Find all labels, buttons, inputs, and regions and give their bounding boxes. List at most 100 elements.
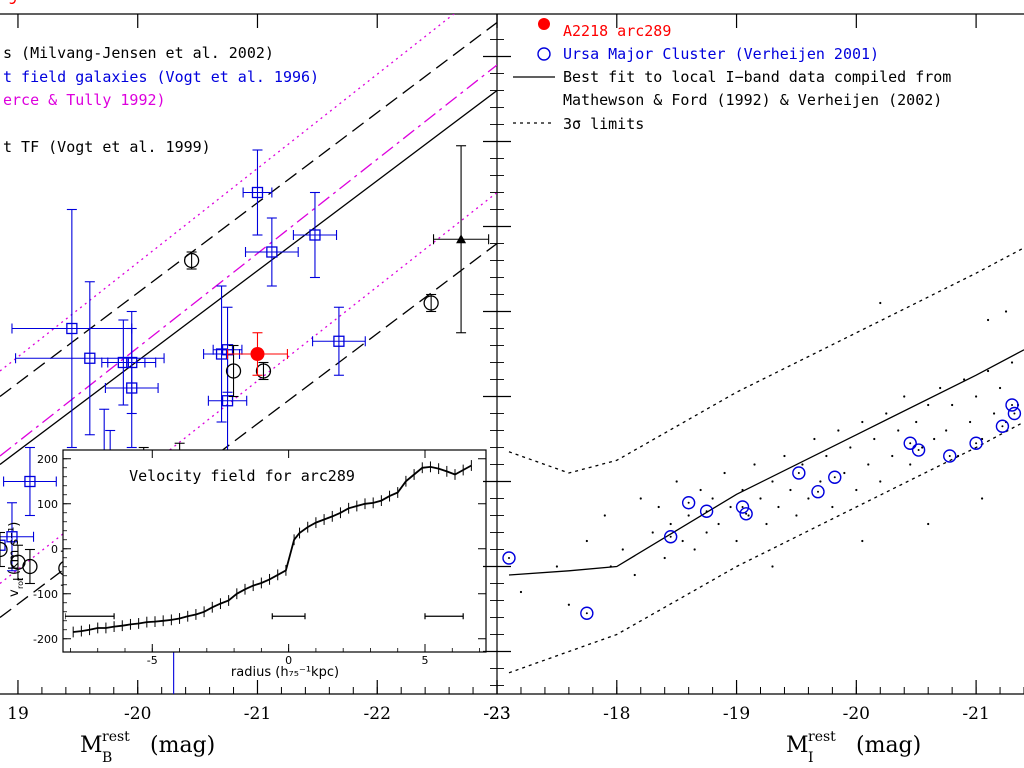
right-data-dot <box>603 514 606 517</box>
right-line-fit <box>508 349 1024 576</box>
right-legend: A2218 arc289 Ursa Major Cluster (Verheij… <box>513 18 951 133</box>
right-xtick-label: -23 <box>483 704 510 724</box>
right-data-dot <box>879 480 882 483</box>
right-ursa-center <box>917 449 920 452</box>
right-data-dot <box>681 539 684 543</box>
left-point-s1-2 <box>22 548 38 585</box>
right-ursa-center <box>1001 425 1004 428</box>
left-marker-square <box>126 382 138 394</box>
right-data-dot <box>831 505 834 509</box>
right-ursa-center <box>745 512 748 515</box>
right-ursa-circle <box>699 504 714 518</box>
right-data-dot <box>699 488 702 492</box>
right-data-dot <box>753 463 756 466</box>
right-ursa-circle <box>911 443 926 457</box>
left-xlabel-main: M <box>80 733 103 758</box>
right-data-dot <box>675 480 678 483</box>
right-data-dot <box>711 497 714 500</box>
left-panel-ticks: 19 -20 -21 -22 -23 <box>7 14 511 724</box>
right-data-dot <box>1010 361 1014 364</box>
right-data-dot <box>855 488 858 492</box>
left-legend: 9 s (Milvang-Jensen et al. 2002) t field… <box>3 0 319 156</box>
right-data-dot <box>873 437 876 441</box>
left-point-s0-16 <box>292 191 338 279</box>
right-panel-lines <box>508 247 1024 674</box>
right-xlabel: M I rest (mag) <box>786 729 921 766</box>
legend-right-arc289: A2218 arc289 <box>563 22 671 40</box>
inset-title: Velocity field for arc289 <box>129 467 355 485</box>
right-data-dot <box>986 318 990 322</box>
right-ursa-circle <box>828 470 842 484</box>
left-marker-circle <box>0 541 8 558</box>
right-data-dot <box>717 522 720 526</box>
right-data-dot <box>945 429 948 432</box>
right-ursa-center <box>948 455 951 457</box>
right-data-dot <box>861 420 864 424</box>
right-data-dot <box>867 463 870 466</box>
right-data-dot <box>837 429 840 432</box>
legend-right-marker-arc289 <box>538 18 550 30</box>
right-ursa-circle <box>1007 406 1022 421</box>
inset-ytick-label: 0 <box>51 543 58 556</box>
right-ursa-circle <box>681 496 696 510</box>
left-marker-square <box>24 475 36 488</box>
right-data-dot <box>789 488 792 492</box>
inset-ytick-label: -200 <box>33 633 58 646</box>
left-line-fit <box>0 89 497 466</box>
right-xlabel-main: M <box>786 733 809 758</box>
inset-frame <box>62 449 487 653</box>
left-marker-circle <box>423 295 439 311</box>
right-data-dot <box>903 395 906 398</box>
right-data-dot <box>633 573 636 577</box>
inset-ylabel-unit: (km s⁻¹) <box>7 522 22 575</box>
right-data-dot <box>771 480 774 483</box>
left-point-s1-7 <box>183 251 200 270</box>
right-data-dot <box>825 454 828 458</box>
right-data-dot <box>657 505 660 509</box>
right-ursa-center <box>975 442 978 445</box>
right-xtick-label: -21 <box>962 704 989 724</box>
left-marker-square <box>6 531 18 543</box>
right-data-dot <box>741 488 744 492</box>
right-data-dot <box>998 386 1002 390</box>
right-ursa-circle <box>943 449 957 463</box>
left-marker-square <box>221 395 234 407</box>
right-data-dot <box>819 480 822 483</box>
legend-right-fit: Best fit to local I−band data compiled f… <box>563 68 951 86</box>
right-ursa-circle <box>792 466 806 480</box>
right-panel-points <box>502 301 1022 620</box>
right-data-dot <box>963 378 966 381</box>
left-xlabel-sup: rest <box>102 729 130 745</box>
right-ursa-center <box>1013 412 1016 415</box>
right-data-dot <box>759 497 762 500</box>
legend-left-milvang: s (Milvang-Jensen et al. 2002) <box>3 44 274 62</box>
right-data-dot <box>609 565 612 568</box>
left-point-s0-4 <box>15 281 165 436</box>
right-data-dot <box>747 514 750 517</box>
left-marker-circle <box>225 363 242 379</box>
right-data-dot <box>567 603 570 606</box>
left-xtick-label: -22 <box>364 704 391 724</box>
left-marker-square <box>333 335 345 347</box>
left-panel-lines <box>0 14 497 619</box>
left-marker-square <box>251 186 264 199</box>
right-data-dot <box>1004 310 1008 313</box>
left-point-s0-3 <box>11 208 133 449</box>
right-ursa-center <box>909 442 912 445</box>
left-xlabel: M B rest (mag) <box>80 729 215 766</box>
legend-left-vogt: t field galaxies (Vogt et al. 1996) <box>3 68 319 86</box>
legend-right-fit2: Mathewson & Ford (1992) & Verheijen (200… <box>563 91 942 109</box>
right-data-dot <box>639 497 642 500</box>
right-ursa-circle <box>995 419 1010 433</box>
right-data-dot <box>807 497 810 500</box>
right-data-dot <box>969 420 972 424</box>
right-ursa-circle <box>1005 398 1019 412</box>
right-data-dot <box>951 403 954 407</box>
right-data-dot <box>723 471 726 475</box>
left-marker-triangle <box>456 234 467 244</box>
left-marker-square <box>309 229 321 241</box>
right-data-dot <box>687 514 690 517</box>
right-ursa-circle <box>502 551 516 565</box>
right-ursa-circle <box>811 485 825 499</box>
right-line-upper_3sigma <box>508 247 1024 474</box>
